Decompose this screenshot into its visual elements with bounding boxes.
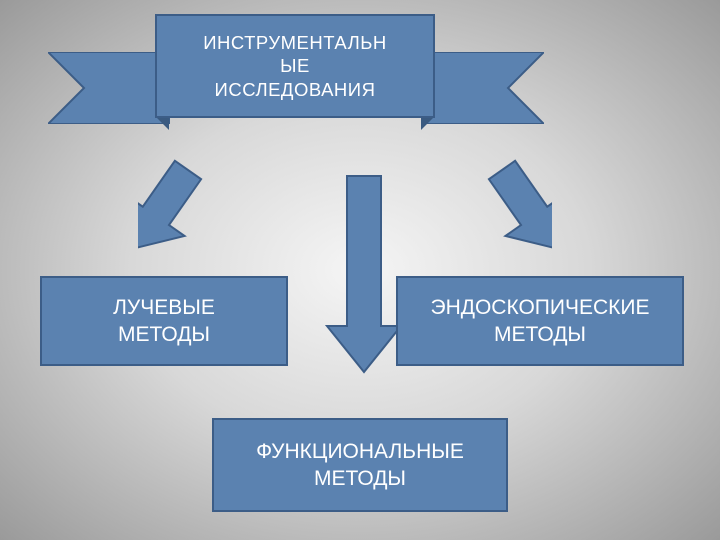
ribbon-fold-right-icon bbox=[421, 116, 435, 130]
header-box: ИНСТРУМЕНТАЛЬН ЫЕ ИССЛЕДОВАНИЯ bbox=[155, 14, 435, 118]
arrow-center-icon bbox=[324, 172, 404, 387]
ribbon-tail-right-icon bbox=[422, 52, 542, 124]
node-text-left: ЛУЧЕВЫЕ МЕТОДЫ bbox=[113, 294, 215, 349]
header-text: ИНСТРУМЕНТАЛЬН ЫЕ ИССЛЕДОВАНИЯ bbox=[203, 31, 387, 100]
arrow-left-icon bbox=[138, 150, 238, 275]
header-ribbon: ИНСТРУМЕНТАЛЬН ЫЕ ИССЛЕДОВАНИЯ bbox=[50, 8, 540, 138]
ribbon-fold-left-icon bbox=[155, 116, 169, 130]
node-box-right: ЭНДОСКОПИЧЕСКИЕ МЕТОДЫ bbox=[396, 276, 684, 366]
node-text-bottom: ФУНКЦИОНАЛЬНЫЕ МЕТОДЫ bbox=[256, 438, 464, 493]
ribbon-tail-left-icon bbox=[48, 52, 168, 124]
node-text-right: ЭНДОСКОПИЧЕСКИЕ МЕТОДЫ bbox=[430, 294, 649, 349]
diagram-canvas: ИНСТРУМЕНТАЛЬН ЫЕ ИССЛЕДОВАНИЯ ЛУЧЕВЫЕ М… bbox=[0, 0, 720, 540]
node-box-left: ЛУЧЕВЫЕ МЕТОДЫ bbox=[40, 276, 288, 366]
arrow-right-icon bbox=[452, 150, 552, 275]
node-box-bottom: ФУНКЦИОНАЛЬНЫЕ МЕТОДЫ bbox=[212, 418, 508, 512]
